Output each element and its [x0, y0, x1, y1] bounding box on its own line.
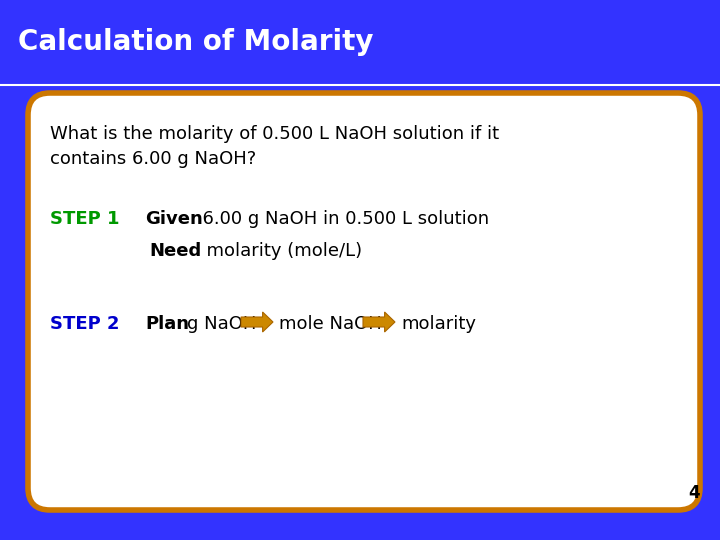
Text: Given: Given [145, 210, 203, 228]
Text: molarity: molarity [401, 315, 476, 333]
Bar [0, 0, 720, 85]
Text: Calculation of Molarity: Calculation of Molarity [18, 29, 374, 57]
Text: STEP 2: STEP 2 [50, 315, 120, 333]
FancyBboxPatch shape [28, 93, 700, 510]
Text: What is the molarity of 0.500 L NaOH solution if it: What is the molarity of 0.500 L NaOH sol… [50, 125, 499, 143]
Text: 6.00 g NaOH in 0.500 L solution: 6.00 g NaOH in 0.500 L solution [191, 210, 489, 228]
Polygon shape [241, 312, 273, 332]
Text: g NaOH: g NaOH [187, 315, 256, 333]
Text: Plan: Plan [145, 315, 189, 333]
Polygon shape [363, 312, 395, 332]
Text: Need: Need [149, 242, 202, 260]
Text: 4: 4 [688, 484, 700, 502]
Text: STEP 1: STEP 1 [50, 210, 120, 228]
Text: mole NaOH: mole NaOH [279, 315, 382, 333]
Text: contains 6.00 g NaOH?: contains 6.00 g NaOH? [50, 150, 256, 168]
Text: molarity (mole/L): molarity (mole/L) [195, 242, 362, 260]
